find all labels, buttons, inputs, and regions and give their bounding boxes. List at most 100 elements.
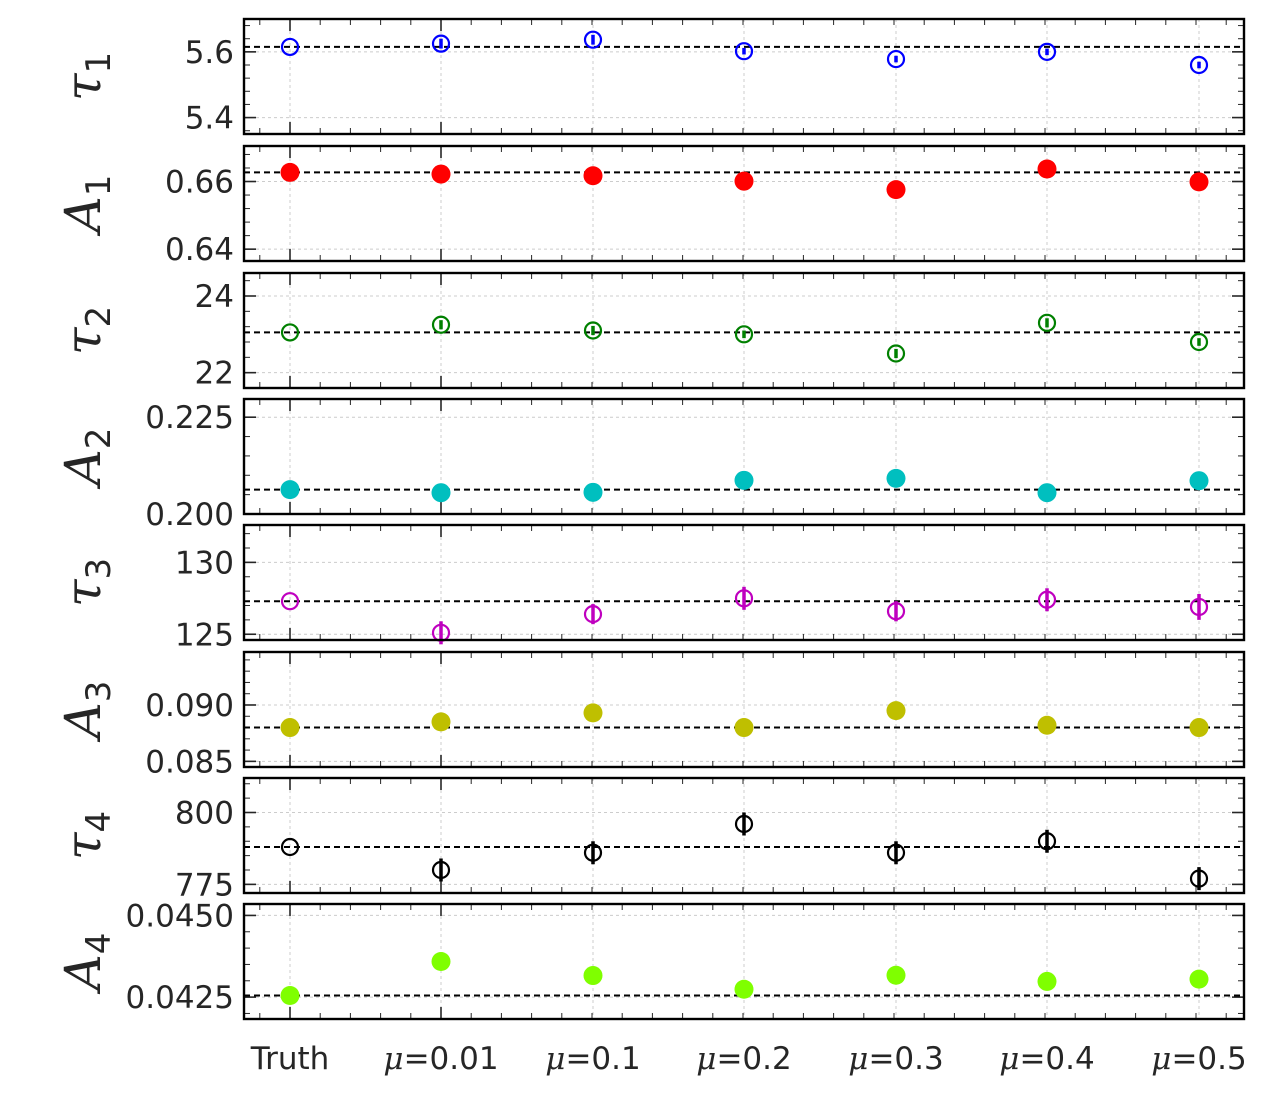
y-axis-label-symbol: A [54, 954, 112, 994]
panel-frame [242, 144, 1246, 263]
data-point [886, 965, 906, 985]
panel-frame [242, 523, 1246, 642]
y-axis-label-symbol: τ [54, 578, 112, 607]
data-point [1189, 597, 1209, 617]
data-point [583, 321, 603, 340]
panel-1: 5.4 5.6 τ1 [54, 17, 1246, 137]
data-point [734, 325, 754, 344]
data-point [280, 837, 300, 857]
data-point [583, 703, 603, 723]
panel-frame [242, 271, 1246, 390]
data-point [431, 34, 451, 53]
data-point [886, 180, 906, 200]
y-axis-label: τ3 [54, 558, 119, 607]
y-axis-label-symbol: τ [54, 72, 112, 101]
y-axis-label: A3 [54, 681, 119, 743]
data-point [431, 860, 451, 880]
data-point [1189, 332, 1209, 352]
x-category-label: μ=0.1 [545, 1041, 640, 1077]
y-tick-label: 130 [175, 545, 234, 581]
x-category-label: μ=0.4 [999, 1041, 1094, 1077]
y-tick-label: 0.085 [145, 744, 234, 780]
x-category-label: μ=0.3 [848, 1041, 943, 1077]
data-point [280, 985, 300, 1005]
panel-frame [242, 17, 1246, 136]
panel-6: 0.085 0.090 A3 [54, 650, 1246, 780]
panel-3: 22 24 τ2 [54, 271, 1246, 392]
y-axis-label-symbol: A [54, 196, 112, 236]
data-point [1037, 159, 1057, 179]
data-point [431, 952, 451, 971]
panel-5: 125 130 τ3 [54, 523, 1246, 653]
y-tick-label: 0.66 [165, 165, 234, 201]
x-category-label: Truth [250, 1041, 330, 1077]
y-tick-label: 0.200 [145, 497, 234, 533]
data-point [886, 49, 906, 69]
data-point [280, 162, 300, 182]
panel-7: 775 800 τ4 [54, 776, 1246, 903]
y-axis-label: τ2 [54, 306, 119, 355]
data-point [886, 843, 906, 862]
data-point [1189, 55, 1209, 75]
y-tick-label: 0.0425 [126, 980, 234, 1016]
data-point [583, 482, 603, 502]
panel-frame [242, 397, 1246, 516]
y-axis-label-subscript: 3 [79, 681, 119, 703]
data-point [1189, 172, 1209, 192]
data-point [280, 592, 300, 611]
y-tick-label: 0.090 [145, 688, 234, 724]
category-labels: Truth μ=0.01 μ=0.1 μ=0.2 μ=0.3 μ=0.4 μ=0.5 [250, 1041, 1247, 1077]
panel-frame [242, 902, 1246, 1021]
data-point [1037, 42, 1057, 61]
data-point [280, 37, 300, 57]
x-category-label: μ=0.01 [383, 1041, 498, 1077]
data-point [1037, 832, 1057, 851]
data-point [1037, 313, 1057, 332]
data-point [280, 718, 300, 738]
data-point [1189, 471, 1209, 491]
y-axis-label-symbol: A [54, 449, 112, 489]
panels-layer: 5.45.6τ10.640.66A12224τ20.2000.225A21251… [54, 17, 1246, 1021]
data-point [583, 30, 603, 49]
y-tick-label: 800 [175, 796, 234, 832]
y-axis-label-subscript: 2 [79, 306, 119, 328]
y-tick-label: 125 [175, 617, 234, 653]
data-point [886, 701, 906, 721]
data-point [734, 589, 754, 608]
data-point [1037, 971, 1057, 991]
y-tick-label: 24 [195, 279, 234, 315]
y-axis-label-subscript: 4 [79, 933, 119, 955]
data-point [583, 605, 603, 624]
data-point [280, 480, 300, 500]
data-point [1189, 869, 1209, 888]
y-tick-label: 0.225 [145, 400, 234, 436]
y-tick-label: 0.64 [165, 232, 234, 268]
x-category-label: μ=0.2 [696, 1041, 791, 1077]
y-tick-label: 5.6 [185, 35, 234, 71]
y-axis-label-symbol: τ [54, 831, 112, 860]
data-point [734, 718, 754, 738]
data-point [734, 42, 754, 61]
data-point [1189, 969, 1209, 989]
y-tick-label: 5.4 [185, 101, 234, 137]
data-point [734, 979, 754, 999]
data-point [583, 966, 603, 986]
y-tick-label: 0.0450 [126, 898, 234, 934]
data-point [734, 171, 754, 191]
y-axis-label: A2 [54, 428, 119, 490]
data-point [886, 602, 906, 621]
data-point [583, 843, 603, 862]
y-axis-label-subscript: 3 [79, 558, 119, 580]
data-point [583, 166, 603, 186]
data-point [1037, 715, 1057, 735]
data-point [734, 470, 754, 490]
data-point [886, 468, 906, 488]
x-category-label: μ=0.5 [1151, 1041, 1246, 1077]
y-axis-label: A4 [54, 933, 119, 995]
panel-4: 0.200 0.225 A2 [54, 397, 1246, 533]
panel-2: 0.64 0.66 A1 [54, 144, 1246, 268]
data-point [431, 712, 451, 732]
panel-frame [242, 776, 1246, 895]
data-point [1037, 590, 1057, 609]
